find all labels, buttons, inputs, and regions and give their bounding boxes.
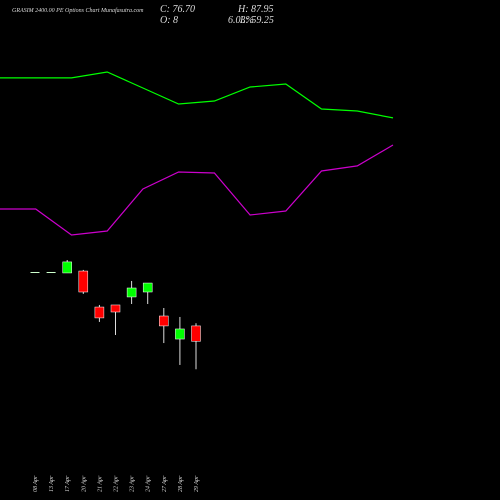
x-tick-label: 13 Apr [49, 475, 55, 492]
x-tick-label: 29 Apr [194, 475, 200, 492]
x-tick-label: 24 Apr [145, 475, 152, 492]
chart-title: GRASIM 2400.00 PE Options Chart Munafasu… [12, 7, 144, 14]
candle-body [142, 282, 153, 293]
candle-body [78, 270, 89, 293]
info-change: 6.03% [228, 15, 254, 26]
indicator-line [0, 144, 394, 236]
x-tick-label: 20 Apr [81, 475, 87, 492]
info-high: H: 87.95 [237, 4, 274, 15]
info-low: L: 59.25 [239, 15, 274, 26]
candle-body [62, 261, 72, 274]
candle-body [94, 306, 105, 319]
candle-body [110, 304, 121, 313]
x-tick-label: 23 Apr [130, 475, 136, 492]
x-tick-label: 17 Apr [65, 475, 71, 492]
candle-body [191, 325, 201, 342]
info-close: C: 76.70 [160, 4, 195, 15]
candle-body [159, 315, 169, 327]
x-tick-label: 27 Apr [162, 475, 168, 492]
x-tick-label: 08 Apr [33, 475, 39, 492]
candle-body [30, 272, 40, 273]
x-tick-label: 21 Apr [97, 475, 103, 492]
x-tick-label: 22 Apr [114, 475, 120, 492]
candle-body [126, 287, 137, 298]
x-tick-label: 28 Apr [178, 475, 184, 492]
candle-body [46, 272, 56, 273]
indicator-line [0, 71, 394, 119]
info-open: O: 8 [160, 15, 178, 26]
candle-body [175, 328, 185, 340]
